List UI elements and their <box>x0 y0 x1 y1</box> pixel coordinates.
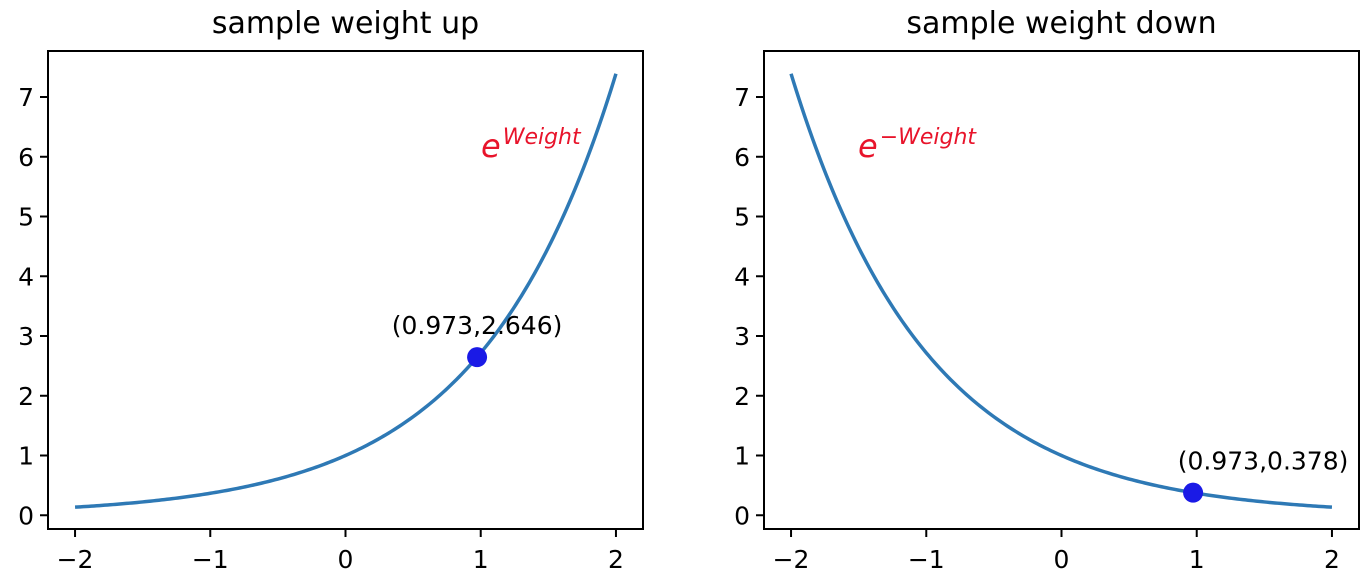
series-line <box>789 73 1333 509</box>
x-tick-label: −2 <box>57 545 94 574</box>
chart-title: sample weight up <box>212 6 479 41</box>
x-tick-label: −2 <box>773 545 810 574</box>
x-tick-label: 1 <box>1189 545 1205 574</box>
formula-superscript: −Weight <box>880 125 978 150</box>
y-tick-label: 4 <box>734 262 750 291</box>
highlight-point <box>1183 482 1204 503</box>
formula-base: e <box>481 127 501 165</box>
y-tick-label: 2 <box>734 382 750 411</box>
chart-panel-up: sample weight up (0.973,2.646) eWeight −2 −1… <box>18 6 644 574</box>
y-tick-label: 5 <box>18 203 34 232</box>
y-tick-label: 3 <box>18 322 34 351</box>
point-label: (0.973,0.378) <box>1178 447 1349 476</box>
chart-panel-down: sample weight down(0.973,0.378)e−Weight−… <box>734 6 1360 574</box>
y-tick-label: 7 <box>734 83 750 112</box>
x-tick-label: 2 <box>608 545 624 574</box>
formula-annotation: e−Weight <box>858 125 977 165</box>
y-tick-label: 6 <box>734 143 750 172</box>
formula-superscript: Weight <box>503 125 582 150</box>
highlight-point <box>467 347 488 368</box>
x-tick-label: 2 <box>1324 545 1340 574</box>
y-tick-label: 0 <box>734 501 750 530</box>
series-line <box>74 73 618 509</box>
y-tick-label: 1 <box>18 442 34 471</box>
y-tick-label: 6 <box>18 143 34 172</box>
y-tick-label: 7 <box>18 83 34 112</box>
chart-title: sample weight down <box>906 6 1216 41</box>
formula-base: e <box>858 127 878 165</box>
formula-annotation: eWeight <box>481 125 582 165</box>
x-tick-label: 1 <box>473 545 489 574</box>
x-tick-label: 0 <box>1054 545 1070 574</box>
x-tick-label: −1 <box>908 545 945 574</box>
y-tick-label: 5 <box>734 203 750 232</box>
y-tick-label: 0 <box>18 501 34 530</box>
y-tick-label: 3 <box>734 322 750 351</box>
y-tick-label: 1 <box>734 442 750 471</box>
point-label: (0.973,2.646) <box>392 311 563 340</box>
x-tick-label: 0 <box>338 545 354 574</box>
x-tick-label: −1 <box>192 545 229 574</box>
y-tick-label: 4 <box>18 262 34 291</box>
y-tick-label: 2 <box>18 382 34 411</box>
